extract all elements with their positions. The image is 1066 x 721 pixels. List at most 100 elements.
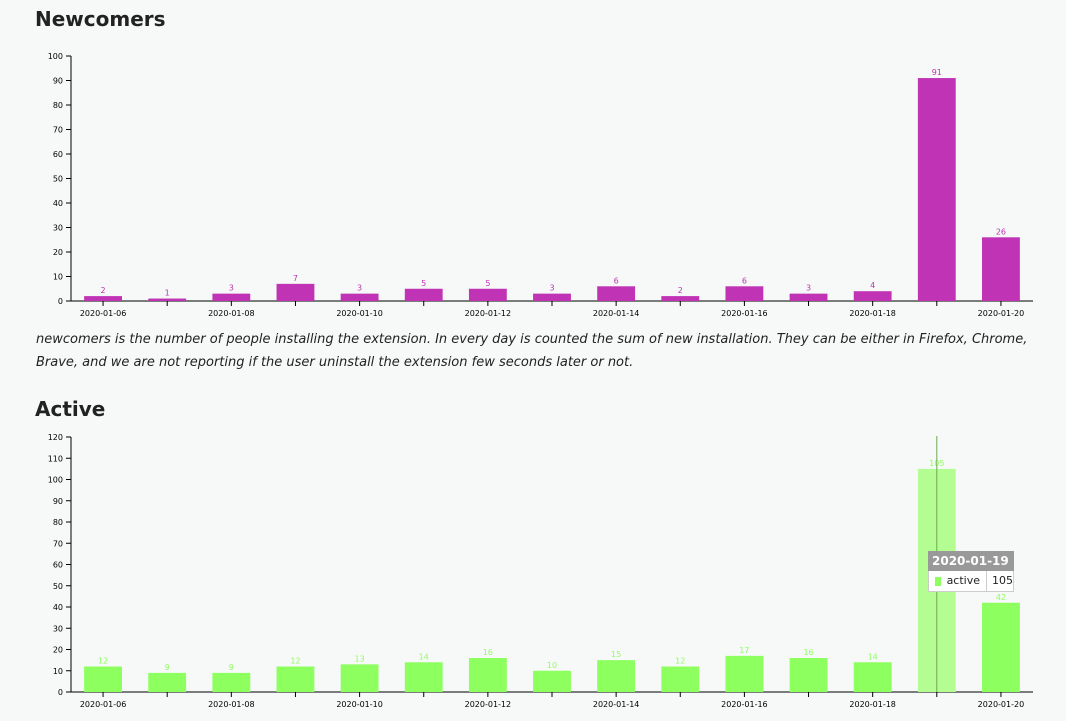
active-value-label: 15 bbox=[611, 650, 621, 659]
newcomers-y-tick-label: 30 bbox=[53, 224, 63, 233]
active-x-tick-label: 2020-01-18 bbox=[849, 700, 896, 709]
tooltip-value: 105 bbox=[992, 574, 1013, 587]
active-x-tick-label: 2020-01-10 bbox=[336, 700, 383, 709]
newcomers-x-tick-label: 2020-01-14 bbox=[593, 309, 640, 318]
active-y-tick-label: 120 bbox=[48, 433, 63, 442]
newcomers-chart: 0 10 20 30 40 50 60 70 80 90 100 2 2020-01-06 1 3 2020-… bbox=[48, 52, 1033, 318]
active-bar bbox=[597, 660, 636, 692]
newcomers-bar bbox=[661, 296, 700, 301]
newcomers-bar bbox=[725, 286, 764, 301]
newcomers-x-tick-label: 2020-01-12 bbox=[465, 309, 512, 318]
active-bar bbox=[276, 666, 315, 692]
active-x-tick-label: 2020-01-20 bbox=[978, 700, 1025, 709]
active-value-label: 9 bbox=[229, 663, 234, 672]
newcomers-y-tick-label: 50 bbox=[53, 175, 63, 184]
newcomers-bar bbox=[148, 298, 187, 301]
newcomers-bar bbox=[468, 288, 507, 301]
newcomers-value-label: 5 bbox=[421, 279, 426, 288]
active-y-tick-label: 40 bbox=[53, 603, 63, 612]
active-value-label: 17 bbox=[739, 646, 749, 655]
newcomers-value-label: 3 bbox=[806, 284, 811, 293]
active-bar bbox=[789, 658, 828, 692]
active-y-tick-label: 0 bbox=[58, 688, 63, 697]
newcomers-bar bbox=[340, 293, 379, 301]
active-value-label: 9 bbox=[165, 663, 170, 672]
newcomers-value-label: 4 bbox=[870, 281, 875, 290]
newcomers-value-label: 3 bbox=[357, 284, 362, 293]
active-y-tick-label: 70 bbox=[53, 539, 63, 548]
newcomers-bar bbox=[853, 291, 892, 301]
newcomers-x-tick-label: 2020-01-10 bbox=[336, 309, 383, 318]
newcomers-value-label: 1 bbox=[165, 289, 170, 298]
active-bar bbox=[212, 672, 251, 692]
active-bar bbox=[853, 662, 892, 692]
active-value-label: 16 bbox=[483, 648, 493, 657]
newcomers-bar bbox=[84, 296, 122, 301]
newcomers-y-tick-label: 70 bbox=[53, 126, 63, 135]
newcomers-value-label: 6 bbox=[742, 276, 747, 285]
active-y-tick-label: 30 bbox=[53, 624, 63, 633]
active-y-tick-label: 50 bbox=[53, 582, 63, 591]
newcomers-bar bbox=[212, 293, 251, 301]
tooltip-swatch bbox=[935, 576, 941, 586]
active-value-label: 14 bbox=[419, 652, 429, 661]
newcomers-value-label: 2 bbox=[101, 286, 106, 295]
active-value-label: 42 bbox=[996, 593, 1006, 602]
newcomers-x-tick-label: 2020-01-16 bbox=[721, 309, 768, 318]
active-bar bbox=[725, 655, 764, 692]
newcomers-value-label: 6 bbox=[614, 276, 619, 285]
active-bar bbox=[982, 602, 1020, 692]
newcomers-bar bbox=[404, 288, 443, 301]
active-value-label: 16 bbox=[803, 648, 813, 657]
active-value-label: 14 bbox=[868, 652, 878, 661]
active-y-tick-label: 60 bbox=[53, 561, 63, 570]
newcomers-y-tick-label: 40 bbox=[53, 199, 63, 208]
active-y-tick-label: 10 bbox=[53, 667, 63, 676]
newcomers-x-tick-label: 2020-01-06 bbox=[80, 309, 127, 318]
active-y-tick-label: 80 bbox=[53, 518, 63, 527]
active-value-label: 12 bbox=[675, 657, 685, 666]
tooltip-row: active 105 bbox=[928, 571, 1014, 592]
newcomers-y-tick-label: 90 bbox=[53, 77, 63, 86]
newcomers-y-tick-label: 0 bbox=[58, 297, 63, 306]
newcomers-bar bbox=[597, 286, 636, 301]
newcomers-y-tick-label: 100 bbox=[48, 52, 63, 61]
active-y-tick-label: 100 bbox=[48, 476, 63, 485]
newcomers-value-label: 3 bbox=[549, 284, 554, 293]
chart-tooltip: 2020-01-19 active 105 bbox=[928, 551, 1014, 592]
newcomers-bar bbox=[982, 237, 1020, 301]
active-x-tick-label: 2020-01-12 bbox=[465, 700, 512, 709]
newcomers-y-tick-label: 80 bbox=[53, 101, 63, 110]
newcomers-title: Newcomers bbox=[35, 7, 166, 31]
active-y-tick-label: 90 bbox=[53, 497, 63, 506]
newcomers-y-tick-label: 10 bbox=[53, 273, 63, 282]
newcomers-bar bbox=[276, 283, 315, 301]
newcomers-value-label: 5 bbox=[485, 279, 490, 288]
active-bar bbox=[533, 670, 571, 692]
active-bar bbox=[84, 666, 122, 692]
newcomers-value-label: 26 bbox=[996, 227, 1006, 236]
newcomers-description: newcomers is the number of people instal… bbox=[36, 332, 1028, 370]
active-bar bbox=[404, 662, 443, 692]
active-x-tick-label: 2020-01-16 bbox=[721, 700, 768, 709]
newcomers-x-tick-label: 2020-01-20 bbox=[978, 309, 1025, 318]
newcomers-value-label: 7 bbox=[293, 274, 298, 283]
active-y-tick-label: 20 bbox=[53, 646, 63, 655]
newcomers-value-label: 3 bbox=[229, 284, 234, 293]
active-value-label: 12 bbox=[290, 657, 300, 666]
newcomers-y-tick-label: 20 bbox=[53, 248, 63, 257]
active-title: Active bbox=[35, 397, 106, 421]
newcomers-x-tick-label: 2020-01-08 bbox=[208, 309, 255, 318]
active-x-tick-label: 2020-01-08 bbox=[208, 700, 255, 709]
active-bar bbox=[468, 658, 507, 692]
tooltip-series-name: active bbox=[947, 571, 987, 591]
newcomers-value-label: 2 bbox=[678, 286, 683, 295]
newcomers-bar bbox=[789, 293, 828, 301]
active-value-label: 13 bbox=[355, 654, 365, 663]
tooltip-date: 2020-01-19 bbox=[928, 551, 1014, 571]
active-bar bbox=[661, 666, 700, 692]
active-x-tick-label: 2020-01-14 bbox=[593, 700, 640, 709]
newcomers-bar bbox=[917, 78, 956, 301]
active-x-tick-label: 2020-01-06 bbox=[80, 700, 127, 709]
